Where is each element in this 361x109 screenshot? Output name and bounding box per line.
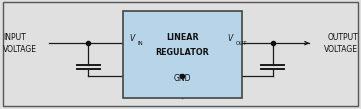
Text: IN: IN <box>137 41 143 46</box>
Text: OUTPUT: OUTPUT <box>327 33 358 42</box>
Bar <box>123 11 242 98</box>
Text: LINEAR: LINEAR <box>166 33 199 42</box>
Text: GND: GND <box>174 74 191 83</box>
Text: OUT: OUT <box>235 41 247 46</box>
Text: V: V <box>227 34 233 43</box>
Text: REGULATOR: REGULATOR <box>156 48 209 57</box>
Text: INPUT: INPUT <box>3 33 26 42</box>
Text: VOLTAGE: VOLTAGE <box>324 45 358 54</box>
Text: V: V <box>129 34 135 43</box>
Text: VOLTAGE: VOLTAGE <box>3 45 37 54</box>
